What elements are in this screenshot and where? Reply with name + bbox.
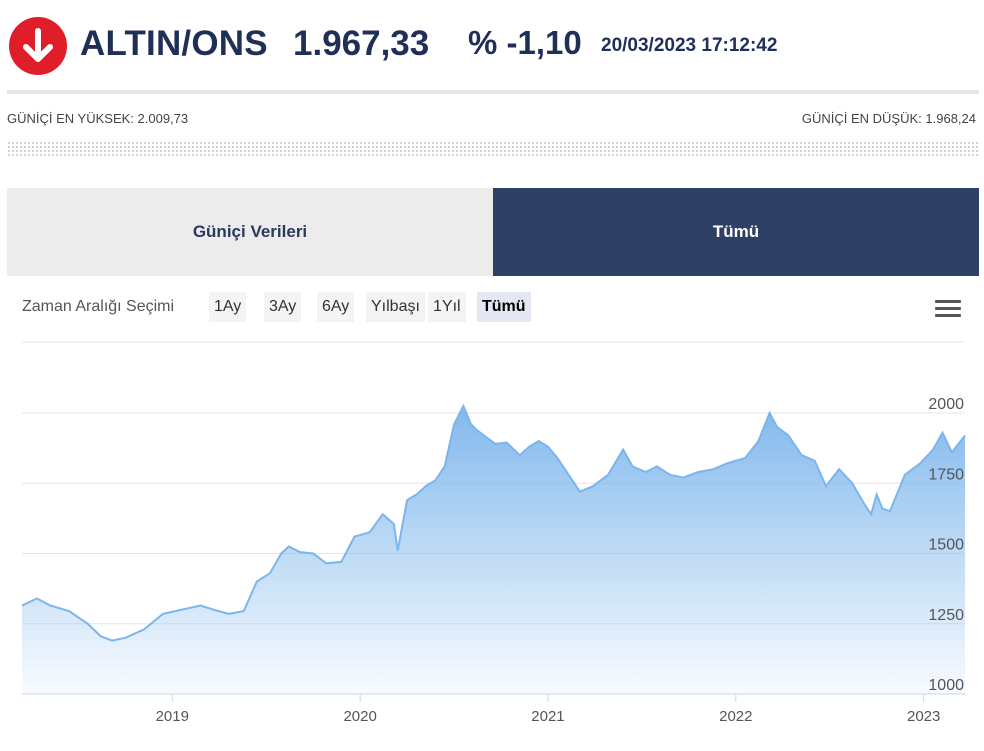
price-chart: 1000 1250 1500 1750 2000 2019 2020 2021 2022 2023 <box>21 341 966 725</box>
x-tick-label: 2020 <box>343 708 376 725</box>
y-tick-label: 2000 <box>928 396 964 413</box>
quote-header: ALTIN/ONS 1.967,33 % -1,10 20/03/2023 17… <box>0 0 984 90</box>
x-tick-label: 2022 <box>719 708 752 725</box>
x-tick-label: 2019 <box>156 708 189 725</box>
tab-all[interactable]: Tümü <box>493 188 979 276</box>
intraday-low: GÜNİÇİ EN DÜŞÜK: 1.968,24 <box>801 111 976 126</box>
range-6-month-button[interactable]: 6Ay <box>317 292 355 322</box>
y-tick-label: 1500 <box>928 537 964 554</box>
tab-intraday-data[interactable]: Güniçi Verileri <box>7 188 493 276</box>
intraday-high: GÜNİÇİ EN YÜKSEK: 2.009,73 <box>7 111 189 126</box>
x-tick-label: 2021 <box>531 708 564 725</box>
hamburger-menu-icon[interactable] <box>935 298 961 320</box>
quote-datetime: 20/03/2023 17:12:42 <box>601 35 778 56</box>
price-area <box>22 406 965 694</box>
range-all-button[interactable]: Tümü <box>477 292 531 322</box>
x-tick-label: 2023 <box>907 708 940 725</box>
range-3-month-button[interactable]: 3Ay <box>264 292 302 322</box>
symbol-name: ALTIN/ONS <box>80 24 268 63</box>
y-tick-label: 1750 <box>928 466 964 483</box>
price-line <box>21 403 966 642</box>
price-change: % -1,10 <box>468 24 582 61</box>
range-1-year-button[interactable]: 1Yıl <box>428 292 466 322</box>
range-1-month-button[interactable]: 1Ay <box>209 292 247 322</box>
view-tabs: Güniçi Verileri Tümü <box>7 188 979 276</box>
range-selector-label: Zaman Aralığı Seçimi <box>22 298 175 315</box>
dotted-divider <box>7 141 979 157</box>
current-price: 1.967,33 <box>293 24 430 63</box>
header-divider <box>7 90 979 94</box>
range-ytd-button[interactable]: Yılbaşı <box>366 292 425 322</box>
y-tick-label: 1000 <box>928 677 964 694</box>
y-tick-label: 1250 <box>928 607 964 624</box>
arrow-down-circle-icon <box>9 17 67 75</box>
